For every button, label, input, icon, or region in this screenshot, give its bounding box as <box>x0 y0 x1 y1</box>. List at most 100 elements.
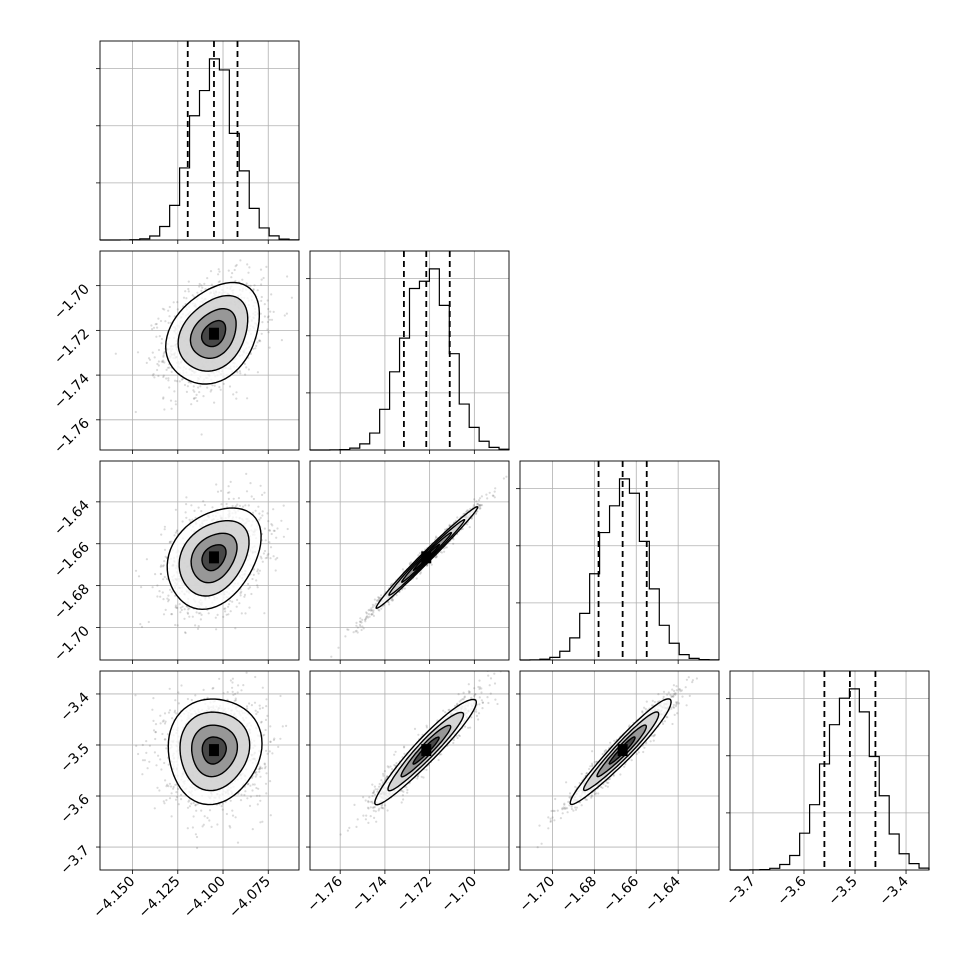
sample-point <box>193 509 196 512</box>
sample-point <box>268 529 271 532</box>
sample-point <box>246 397 249 400</box>
sample-point <box>196 291 199 294</box>
sample-point <box>257 572 260 575</box>
sample-point <box>197 625 200 628</box>
sample-point <box>477 499 481 502</box>
sample-point <box>195 611 198 614</box>
sample-point <box>264 557 267 560</box>
sample-point <box>266 316 270 319</box>
sample-point <box>234 265 237 268</box>
sample-point <box>251 511 255 514</box>
sample-point <box>270 318 274 321</box>
sample-point <box>157 364 160 367</box>
sample-point <box>157 348 161 352</box>
sample-point <box>472 505 475 508</box>
sample-point <box>238 602 241 605</box>
sample-point <box>218 386 221 389</box>
hist-panel-1 <box>306 250 510 454</box>
sample-point <box>159 319 163 323</box>
sample-point <box>196 399 199 403</box>
axes-frame <box>99 460 300 661</box>
sample-point <box>183 617 186 620</box>
sample-point <box>224 610 227 613</box>
sample-point <box>188 607 191 610</box>
sample-point <box>259 555 262 558</box>
sample-point <box>222 382 225 385</box>
sample-point <box>170 613 174 616</box>
sample-point <box>245 282 248 285</box>
sample-point <box>167 598 170 602</box>
sample-point <box>268 750 271 753</box>
sample-point <box>203 503 206 507</box>
sample-point <box>191 294 194 297</box>
sample-point <box>330 655 333 658</box>
sample-point <box>494 487 497 490</box>
sample-point <box>445 546 448 549</box>
sample-point <box>179 611 182 614</box>
sample-point <box>373 604 376 607</box>
sample-point <box>134 410 137 414</box>
sample-point <box>358 623 362 626</box>
sample-point <box>185 516 188 519</box>
sample-point <box>290 296 293 299</box>
sample-point <box>239 799 243 802</box>
sample-point <box>170 540 173 543</box>
sample-point <box>270 523 273 526</box>
sample-point <box>198 282 201 286</box>
sample-point <box>374 602 377 605</box>
sample-point <box>169 399 173 402</box>
sample-point <box>195 393 198 396</box>
sample-point <box>229 599 232 602</box>
sample-point <box>262 552 265 555</box>
histogram-step <box>99 58 300 241</box>
sample-point <box>259 799 262 802</box>
sample-point <box>173 709 177 712</box>
sample-point <box>245 366 248 369</box>
sample-point <box>363 618 367 621</box>
sample-point <box>227 269 230 272</box>
sample-point <box>261 706 264 710</box>
sample-point <box>201 286 204 289</box>
sample-point <box>263 549 267 553</box>
sample-point <box>167 379 170 382</box>
sample-point <box>162 355 165 358</box>
sample-point <box>161 591 164 594</box>
sample-point <box>231 677 234 680</box>
sample-point <box>151 328 154 331</box>
sample-point <box>252 497 255 501</box>
sample-point <box>145 361 148 364</box>
sample-point <box>152 373 155 376</box>
sample-point <box>301 473 303 475</box>
sample-point <box>493 496 496 499</box>
sample-point <box>280 339 283 342</box>
sample-point <box>163 308 166 311</box>
sample-point <box>140 586 143 589</box>
sample-point <box>256 371 259 374</box>
contour-line <box>388 519 466 596</box>
sample-point <box>185 503 188 506</box>
sample-point <box>258 770 261 773</box>
sample-point <box>272 529 275 532</box>
sample-point <box>167 785 170 788</box>
sample-point <box>239 259 242 262</box>
sample-point <box>154 323 157 326</box>
sample-point <box>148 760 151 763</box>
sample-point <box>167 594 170 597</box>
sample-point <box>252 288 255 291</box>
sample-point <box>156 584 159 587</box>
sample-point <box>263 612 266 615</box>
sample-point <box>364 618 367 621</box>
sample-point <box>177 691 180 694</box>
sample-point <box>239 372 242 375</box>
sample-point <box>461 527 464 531</box>
sample-point <box>210 665 212 667</box>
sample-point <box>211 506 214 509</box>
sample-point <box>390 583 393 586</box>
sample-point <box>376 599 379 602</box>
sample-point <box>210 388 213 391</box>
sample-point <box>260 295 263 299</box>
sample-point <box>259 312 262 315</box>
sample-point <box>213 384 216 387</box>
sample-point <box>365 612 368 615</box>
